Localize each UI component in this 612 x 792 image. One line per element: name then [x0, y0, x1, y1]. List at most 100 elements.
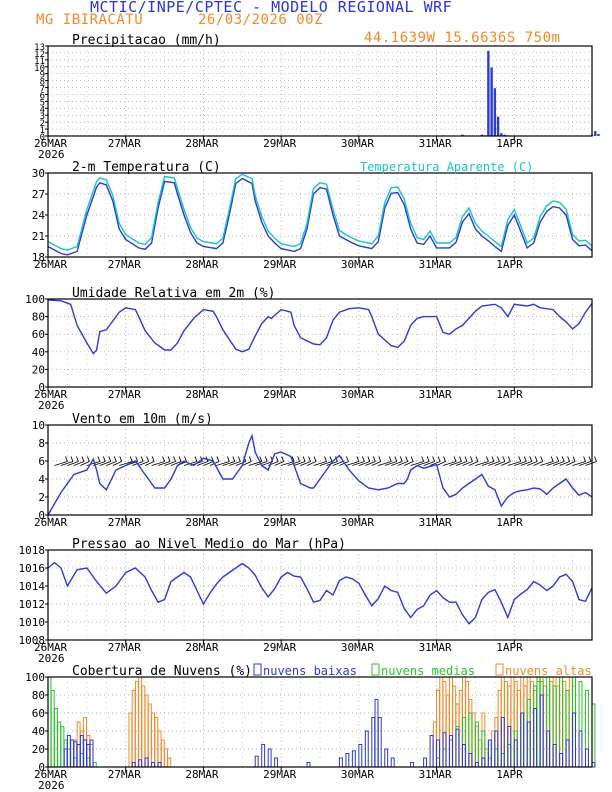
wind-barb-tick: [281, 456, 285, 462]
x-tick-label: 1APR: [496, 516, 523, 529]
cloud-low-bar: [73, 741, 78, 768]
y-tick-label: 1016: [19, 562, 46, 575]
legend-label: nuvens medias: [381, 664, 475, 678]
y-tick-label: 2: [40, 119, 45, 129]
wind-barb: [468, 461, 479, 466]
wind-barb-tick: [367, 456, 371, 462]
wind-barb-tick: [129, 456, 133, 462]
panel-clouds: 0 20 40 60 80 100 26MAR 27MAR 28MAR 29MAR 30MAR 31M…: [25, 663, 596, 792]
wind-barb-tick: [226, 456, 230, 462]
x-tick-label: 27MAR: [108, 768, 141, 781]
y-tick-label: 8: [38, 437, 45, 450]
wind-barb: [300, 461, 311, 466]
wind-barb-tick: [335, 456, 338, 462]
cloud-low-bar: [377, 717, 382, 768]
panel-frame: [47, 45, 593, 137]
y-tick-label: 18: [32, 251, 45, 264]
series-line-pressure-0: [47, 561, 593, 625]
wind-barb: [384, 461, 397, 466]
cloud-low-bar: [539, 694, 544, 768]
wind-barb-tick: [81, 456, 85, 462]
cloud-mid-bar: [57, 721, 62, 768]
cloud-low-bar: [374, 699, 379, 768]
cloud-high-bar: [504, 681, 508, 768]
x-tick-label: 29MAR: [263, 137, 296, 150]
cloud-low-bar: [429, 735, 434, 768]
cloud-high-bar: [549, 681, 554, 768]
panel-frame: [47, 424, 593, 516]
x-tick-label: 27MAR: [108, 516, 141, 529]
x-year-label: 2026: [38, 148, 65, 161]
x-tick-label: 31MAR: [419, 516, 452, 529]
cloud-high-bar: [154, 717, 159, 768]
cloud-low-bar: [500, 717, 505, 768]
wind-barb: [475, 461, 489, 466]
legend-apparent-temp: Temperatura Aparente (C): [360, 160, 533, 174]
cloud-low-bar: [345, 753, 350, 768]
wind-barb-tick: [572, 456, 576, 462]
wind-barb-tick: [534, 456, 538, 462]
cloud-low-bar: [468, 753, 473, 768]
y-tick-label: 0: [40, 133, 45, 143]
x-tick-label: 31MAR: [419, 388, 452, 401]
wind-barb: [67, 461, 79, 466]
series-line-temp-1: [47, 173, 593, 251]
cloud-high-bar: [452, 685, 457, 768]
cloud-low-bar: [338, 757, 343, 768]
precip-bar: [461, 134, 464, 136]
wind-barb: [540, 461, 554, 466]
cloud-low-bar: [390, 757, 395, 768]
wind-barb: [203, 461, 214, 466]
precip-bar: [594, 131, 597, 136]
wind-barb-tick: [216, 456, 220, 462]
x-tick-label: 30MAR: [341, 258, 374, 271]
x-tick-label: 30MAR: [341, 516, 374, 529]
wind-barb-tick: [302, 456, 306, 462]
cloud-low-bar: [552, 744, 557, 768]
wind-barb: [352, 461, 365, 466]
cloud-low-bar: [513, 739, 518, 768]
cloud-low-bar: [66, 735, 71, 768]
wind-barb: [274, 461, 284, 466]
wind-barb-tick: [464, 456, 468, 462]
y-tick-label: 3: [40, 112, 45, 122]
wind-barb: [157, 461, 171, 466]
legend-swatch: [371, 663, 380, 676]
cloud-high-bar: [147, 703, 152, 768]
cloud-high-bar: [562, 681, 567, 768]
wind-barb-tick: [594, 456, 597, 462]
x-tick-label: 27MAR: [108, 388, 141, 401]
wind-barb-tick: [502, 456, 506, 462]
panel-frame: [47, 298, 593, 388]
x-tick-label: 27MAR: [108, 641, 141, 654]
y-tick-label: 4: [40, 105, 45, 115]
panel-title-temp: 2-m Temperatura (C): [72, 160, 221, 175]
wind-barb: [449, 461, 462, 466]
precip-bar: [480, 134, 484, 136]
x-tick-label: 28MAR: [185, 516, 218, 529]
wind-barb-tick: [561, 456, 565, 462]
x-tick-label: 26MAR: [34, 641, 67, 654]
y-tick-label: 5: [40, 98, 45, 108]
wind-barb: [404, 461, 414, 466]
cloud-high-bar: [134, 681, 139, 768]
panel-title-pressure: Pressao ao Nivel Medio do Mar (hPa): [72, 537, 346, 552]
series-line-wind-0: [47, 433, 593, 516]
wind-barb-tick: [437, 456, 441, 462]
y-tick-label: 6: [40, 91, 45, 101]
y-tick-label: 80: [32, 689, 45, 702]
y-tick-label: 60: [32, 328, 45, 341]
x-tick-label: 29MAR: [263, 641, 296, 654]
wind-barb: [196, 461, 209, 466]
wind-barb: [481, 461, 495, 466]
wind-barb: [371, 461, 381, 466]
x-tick-label: 31MAR: [419, 641, 452, 654]
y-tick-label: 8: [40, 78, 45, 88]
cloud-low-bar: [261, 744, 266, 768]
run-date-label: 26/03/2026 00Z: [198, 12, 324, 28]
cloud-low-bar: [461, 744, 466, 768]
x-year-label: 2026: [38, 779, 65, 792]
